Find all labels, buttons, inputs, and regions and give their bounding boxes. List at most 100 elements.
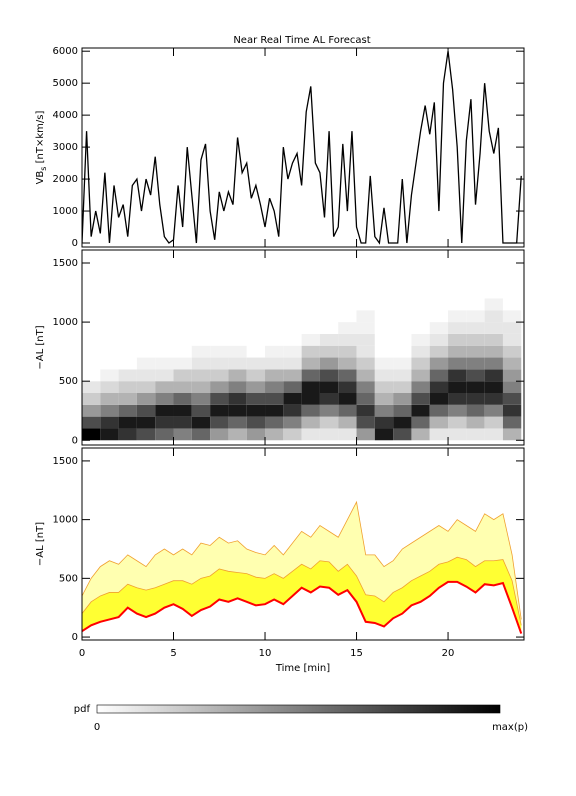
heat-cell (338, 322, 357, 334)
heat-cell (502, 333, 522, 346)
heat-cell (118, 428, 137, 441)
heat-cell (411, 416, 430, 429)
heat-cell (502, 310, 522, 323)
heat-cell (82, 381, 101, 393)
heat-cell (210, 333, 229, 346)
heat-cell (283, 310, 302, 323)
heat-cell (82, 333, 101, 346)
heat-cell (82, 404, 101, 417)
heat-cell (356, 393, 375, 405)
heat-cell (356, 322, 375, 334)
band-edge (82, 556, 522, 626)
heat-cell (411, 322, 430, 334)
panel: 0 500 1000 1500 0 5 10 15 20 −AL [nT] Time [min] (35, 447, 525, 674)
heat-cell (484, 345, 503, 358)
heat-cell (448, 404, 467, 417)
heat-cell (228, 381, 247, 393)
heat-cell (374, 298, 394, 311)
heat-cell (100, 404, 119, 417)
heat-cell (338, 416, 357, 429)
band-area (82, 557, 522, 634)
plot-area (82, 298, 522, 441)
heat-cell (118, 381, 137, 393)
heat-cell (136, 357, 156, 370)
heat-cell (393, 393, 412, 405)
y-axis-label: −AL [nT] (35, 325, 46, 369)
heat-cell (319, 428, 339, 441)
heat-cell (191, 393, 211, 405)
heat-cell (283, 393, 302, 405)
heat-cell (155, 345, 174, 358)
chart-title: Near Real Time AL Forecast (233, 35, 370, 46)
heat-cell (301, 369, 320, 382)
y-tick-label: 5000 (53, 78, 78, 89)
heat-cell (301, 381, 320, 393)
heat-cell (374, 345, 394, 358)
heat-cell (228, 369, 247, 382)
heat-cell (466, 404, 485, 417)
heat-cell (448, 393, 467, 405)
heat-cell (210, 322, 229, 334)
y-tick-label: 1000 (53, 317, 78, 328)
colorbar-max: max(p) (492, 722, 528, 733)
heat-cell (191, 404, 211, 417)
heat-cell (356, 416, 375, 429)
heat-cell (411, 310, 430, 323)
heat-cell (502, 298, 522, 311)
heat-cell (265, 393, 284, 405)
y-label-main: VB (35, 171, 46, 185)
heat-cell (301, 333, 320, 346)
heat-cell (411, 428, 430, 441)
heat-cell (448, 357, 467, 370)
heat-cell (82, 322, 101, 334)
panel: 0 1000 2000 3000 4000 5000 6000 VBs [nT×km/s] (35, 46, 525, 249)
heat-cell (466, 310, 485, 323)
heat-cell (393, 381, 412, 393)
heat-cell (429, 393, 449, 405)
heat-cell (246, 416, 266, 429)
heat-cell (100, 298, 119, 311)
heat-cell (283, 416, 302, 429)
heat-cell (246, 428, 266, 441)
y-label-main: −AL [nT] (35, 522, 46, 566)
heat-cell (82, 428, 101, 441)
heat-cell (338, 393, 357, 405)
heat-cell (100, 369, 119, 382)
heat-cell (319, 369, 339, 382)
x-tick-label: 5 (170, 648, 176, 659)
heat-cell (338, 381, 357, 393)
heat-cell (484, 333, 503, 346)
heat-cell (429, 345, 449, 358)
heat-cell (155, 369, 174, 382)
heat-cell (210, 381, 229, 393)
heat-cell (411, 393, 430, 405)
heat-cell (484, 404, 503, 417)
heat-cell (82, 393, 101, 405)
axes-frame (81, 447, 525, 641)
heat-cell (191, 345, 211, 358)
heat-cell (484, 428, 503, 441)
heat-cell (374, 357, 394, 370)
heat-cell (301, 393, 320, 405)
heat-cell (448, 369, 467, 382)
heat-cell (246, 298, 266, 311)
heat-cell (301, 428, 320, 441)
heat-cell (191, 369, 211, 382)
heat-cell (100, 345, 119, 358)
y-tick-label: 0 (72, 435, 78, 446)
heat-cell (173, 345, 192, 358)
heat-cell (411, 345, 430, 358)
heat-cell (210, 393, 229, 405)
heat-cell (210, 428, 229, 441)
heat-cell (191, 416, 211, 429)
x-tick-label: 20 (442, 648, 455, 659)
heat-cell (191, 310, 211, 323)
y-tick-label: 2000 (53, 174, 78, 185)
heat-cell (356, 333, 375, 346)
heat-cell (173, 333, 192, 346)
heat-cell (393, 369, 412, 382)
heat-cell (82, 357, 101, 370)
heat-cell (319, 298, 339, 311)
heat-cell (283, 345, 302, 358)
y-axis-label: −AL [nT] (35, 522, 46, 566)
